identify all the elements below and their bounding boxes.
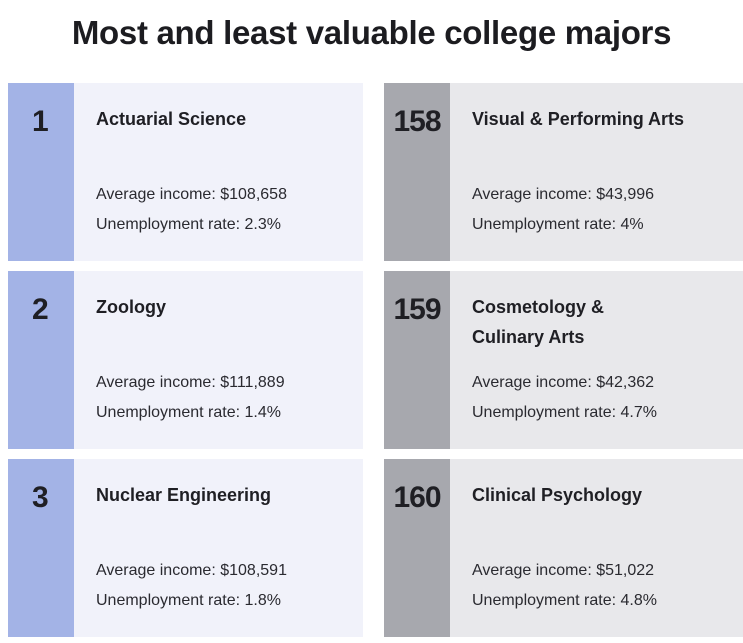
average-income: Average income: $42,362 <box>472 374 654 392</box>
income-label: Average income: <box>96 186 216 203</box>
average-income: Average income: $51,022 <box>472 562 654 580</box>
income-value: $43,996 <box>596 186 655 203</box>
unemployment-value: 4% <box>620 216 644 233</box>
major-name: Actuarial Science <box>96 109 247 129</box>
card-body: Nuclear Engineering Average income: $108… <box>74 459 363 637</box>
unemployment-value: 2.3% <box>244 216 281 233</box>
unemployment-rate: Unemployment rate: 4% <box>472 216 644 234</box>
unemployment-label: Unemployment rate: <box>472 404 617 421</box>
card-body: Actuarial Science Average income: $108,6… <box>74 83 363 261</box>
unemployment-label: Unemployment rate: <box>472 216 617 233</box>
unemployment-rate: Unemployment rate: 4.7% <box>472 404 657 422</box>
card-body: Cosmetology & Culinary Arts Average inco… <box>450 271 743 449</box>
income-label: Average income: <box>96 562 216 579</box>
major-name: Clinical Psychology <box>472 485 643 505</box>
rank-number: 2 <box>8 271 74 449</box>
income-value: $42,362 <box>596 374 655 391</box>
major-card-least-159: 159 Cosmetology & Culinary Arts Average … <box>384 271 743 449</box>
major-card-most-3: 3 Nuclear Engineering Average income: $1… <box>8 459 363 637</box>
major-card-least-160: 160 Clinical Psychology Average income: … <box>384 459 743 637</box>
average-income: Average income: $108,591 <box>96 562 287 580</box>
unemployment-label: Unemployment rate: <box>96 592 241 609</box>
unemployment-value: 1.4% <box>244 404 281 421</box>
income-label: Average income: <box>472 562 592 579</box>
unemployment-label: Unemployment rate: <box>96 404 241 421</box>
rank-number: 1 <box>8 83 74 261</box>
unemployment-value: 4.7% <box>620 404 657 421</box>
rank-number: 159 <box>384 271 450 449</box>
income-value: $108,658 <box>220 186 287 203</box>
unemployment-rate: Unemployment rate: 2.3% <box>96 216 281 234</box>
unemployment-rate: Unemployment rate: 1.4% <box>96 404 281 422</box>
income-label: Average income: <box>96 374 216 391</box>
major-name: Nuclear Engineering <box>96 485 272 505</box>
major-card-most-2: 2 Zoology Average income: $111,889 Unemp… <box>8 271 363 449</box>
average-income: Average income: $43,996 <box>472 186 654 204</box>
unemployment-value: 1.8% <box>244 592 281 609</box>
income-label: Average income: <box>472 186 592 203</box>
unemployment-rate: Unemployment rate: 4.8% <box>472 592 657 610</box>
income-value: $51,022 <box>596 562 655 579</box>
major-card-most-1: 1 Actuarial Science Average income: $108… <box>8 83 363 261</box>
card-body: Visual & Performing Arts Average income:… <box>450 83 743 261</box>
income-value: $111,889 <box>220 374 285 391</box>
major-card-least-158: 158 Visual & Performing Arts Average inc… <box>384 83 743 261</box>
rank-number: 158 <box>384 83 450 261</box>
major-name: Zoology <box>96 297 166 317</box>
income-label: Average income: <box>472 374 592 391</box>
unemployment-rate: Unemployment rate: 1.8% <box>96 592 281 610</box>
rank-number: 3 <box>8 459 74 637</box>
major-name: Visual & Performing Arts <box>472 109 685 129</box>
rank-number: 160 <box>384 459 450 637</box>
card-body: Zoology Average income: $111,889 Unemplo… <box>74 271 363 449</box>
average-income: Average income: $111,889 <box>96 374 285 392</box>
income-value: $108,591 <box>220 562 287 579</box>
major-name: Cosmetology & Culinary Arts <box>472 297 605 347</box>
page-title: Most and least valuable college majors <box>71 14 672 51</box>
average-income: Average income: $108,658 <box>96 186 287 204</box>
unemployment-label: Unemployment rate: <box>96 216 241 233</box>
unemployment-value: 4.8% <box>620 592 657 609</box>
unemployment-label: Unemployment rate: <box>472 592 617 609</box>
card-body: Clinical Psychology Average income: $51,… <box>450 459 743 637</box>
